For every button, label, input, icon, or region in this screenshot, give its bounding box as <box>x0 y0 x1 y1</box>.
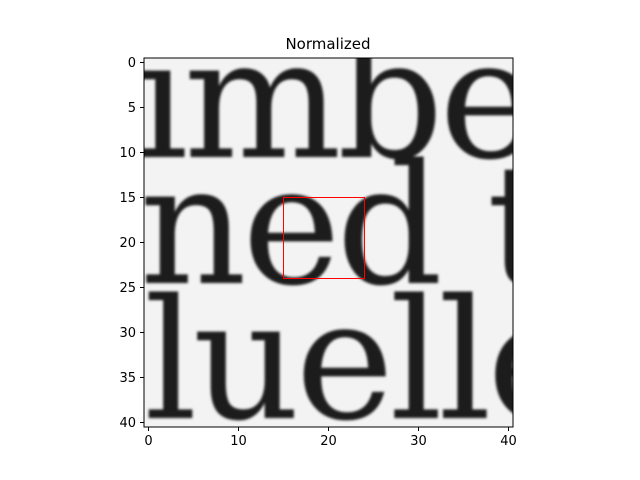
x-axis: 0 10 20 30 40 <box>144 427 517 449</box>
y-tick-label: 40 <box>119 416 136 431</box>
x-tick-label: 40 <box>500 434 517 449</box>
heatmap-text-row-1: imbe <box>135 3 533 197</box>
y-axis: 0 5 10 15 20 25 30 35 40 <box>119 56 144 431</box>
y-tick-label: 0 <box>128 56 136 71</box>
y-tick-label: 5 <box>128 101 136 116</box>
y-tick-label: 15 <box>119 191 136 206</box>
heatmap-text-row-3: luelle <box>144 264 581 458</box>
y-tick-label: 35 <box>119 371 136 386</box>
annotation-rectangle <box>283 197 365 279</box>
y-tick-label: 30 <box>119 326 136 341</box>
heatmap-background <box>144 58 513 427</box>
x-tick-label: 20 <box>320 434 337 449</box>
x-tick-label: 30 <box>410 434 427 449</box>
y-tick-label: 25 <box>119 281 136 296</box>
x-tick-label: 10 <box>230 434 247 449</box>
y-tick-label: 20 <box>119 236 136 251</box>
chart-title: Normalized <box>285 35 370 53</box>
heatmap-text-row-2: ned t <box>140 129 553 323</box>
y-tick-label: 10 <box>119 146 136 161</box>
x-tick-label: 0 <box>144 434 152 449</box>
annotation-layer <box>283 197 365 279</box>
